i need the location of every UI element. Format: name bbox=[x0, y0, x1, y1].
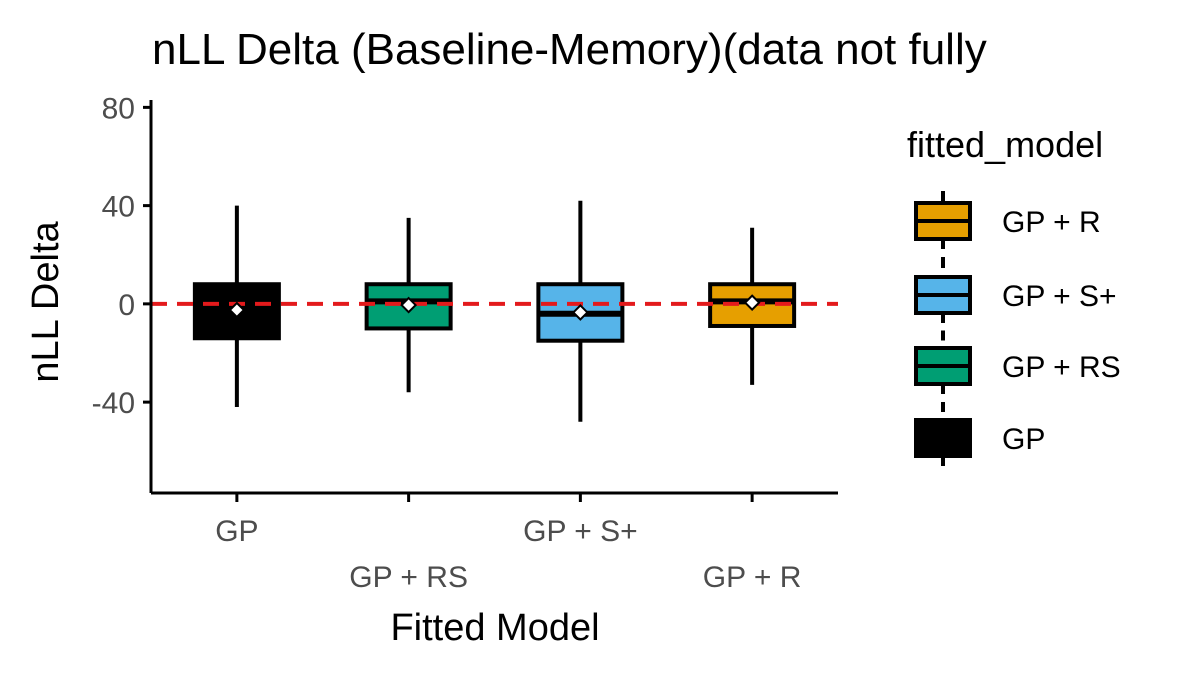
box-gp bbox=[192, 205, 281, 408]
legend-label: GP + S+ bbox=[1002, 280, 1117, 313]
mean-marker bbox=[228, 301, 246, 319]
legend: fitted_model GP + R GP + S+ GP + RS GP bbox=[907, 124, 1121, 468]
legend-label: GP bbox=[1002, 423, 1045, 456]
x-axis-title: Fitted Model bbox=[390, 607, 599, 649]
y-tick-label: 40 bbox=[102, 191, 135, 224]
mean-marker bbox=[400, 296, 418, 314]
y-tick-label: 0 bbox=[118, 289, 135, 322]
legend-item-gp-rs: GP + RS bbox=[914, 330, 1121, 402]
plot-area bbox=[151, 200, 838, 422]
legend-item-gp: GP bbox=[914, 402, 1045, 468]
legend-label: GP + RS bbox=[1002, 351, 1121, 384]
legend-label: GP + R bbox=[1002, 206, 1101, 239]
legend-item-gp-r: GP + R bbox=[914, 191, 1101, 258]
axes: 80 40 0 -40 GP GP + RS GP + S+ GP + R bbox=[92, 92, 838, 594]
y-axis-title: nLL Delta bbox=[25, 221, 67, 383]
x-tick-label: GP + RS bbox=[349, 561, 468, 594]
y-tick-label: 80 bbox=[102, 92, 135, 125]
mean-marker bbox=[571, 304, 589, 321]
x-tick-label: GP bbox=[215, 515, 258, 548]
x-tick-label: GP + S+ bbox=[523, 515, 638, 548]
box-gp-rs bbox=[364, 217, 453, 393]
legend-title: fitted_model bbox=[907, 124, 1103, 165]
y-tick-label: -40 bbox=[92, 387, 135, 420]
box-iqr bbox=[364, 282, 453, 331]
legend-item-gp-s-: GP + S+ bbox=[914, 258, 1117, 331]
mean-marker bbox=[743, 294, 761, 312]
x-tick-label: GP + R bbox=[703, 561, 802, 594]
chart-title: nLL Delta (Baseline-Memory)(data not ful… bbox=[152, 25, 987, 74]
